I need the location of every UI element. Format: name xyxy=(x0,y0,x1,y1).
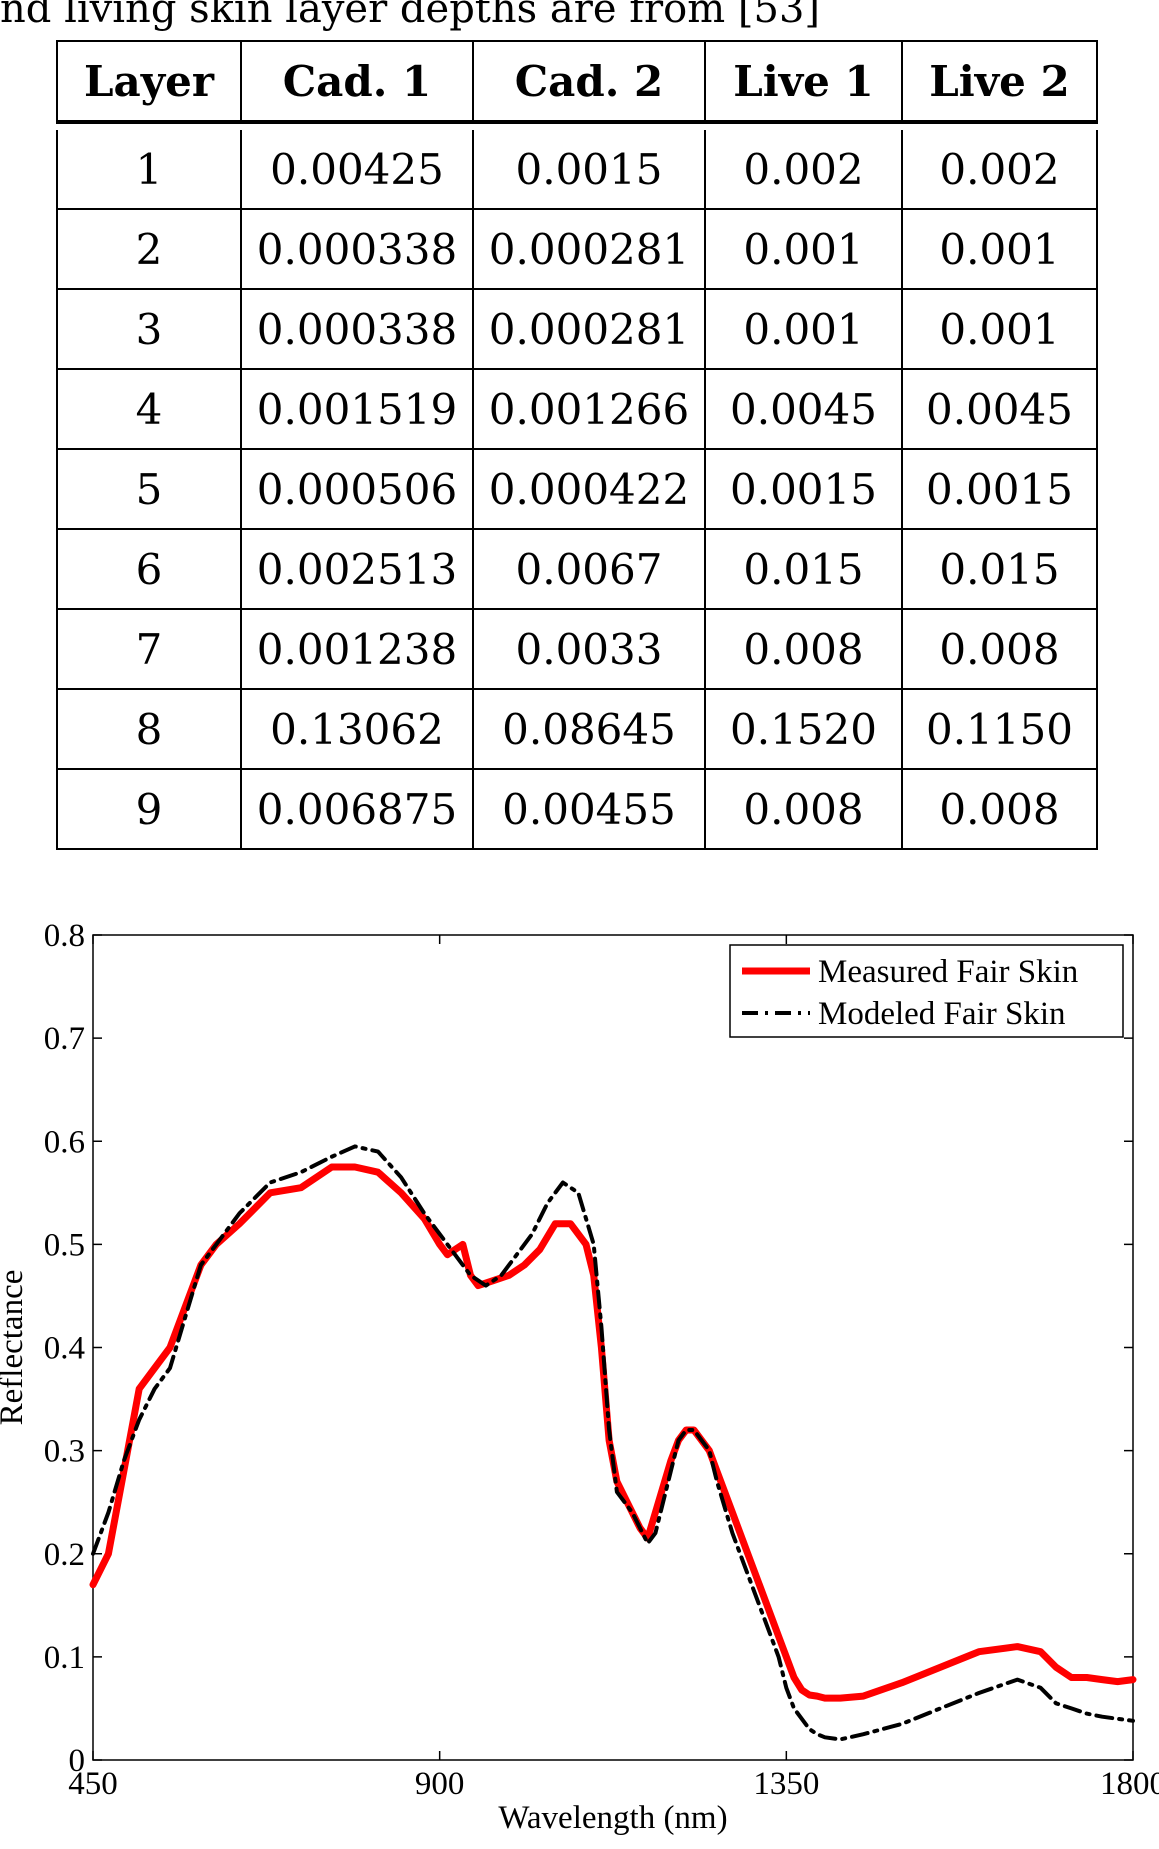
depth-cell: 0.001 xyxy=(901,210,1098,290)
layer-number-cell: 5 xyxy=(56,450,240,530)
depth-cell: 0.1520 xyxy=(704,690,901,770)
header-cad-1: Cad. 1 xyxy=(240,40,472,122)
y-tick-label: 0.1 xyxy=(44,1640,85,1676)
header-live-1: Live 1 xyxy=(704,40,901,122)
depth-cell: 0.0015 xyxy=(704,450,901,530)
depth-cell: 0.0015 xyxy=(901,450,1098,530)
depth-cell: 0.002 xyxy=(901,130,1098,210)
table-row: 7 0.001238 0.0033 0.008 0.008 xyxy=(56,610,1098,690)
legend-box xyxy=(729,944,1124,1038)
header-cad-2: Cad. 2 xyxy=(472,40,704,122)
y-tick-label: 0.8 xyxy=(44,918,85,954)
depth-cell: 0.008 xyxy=(704,610,901,690)
legend-label: Modeled Fair Skin xyxy=(818,996,1065,1032)
x-axis-label: Wavelength (nm) xyxy=(498,1800,727,1836)
table-header-row: Layer Cad. 1 Cad. 2 Live 1 Live 2 xyxy=(56,40,1098,122)
table-caption: nd living skin layer depths are from [53… xyxy=(0,0,820,32)
y-tick-label: 0.7 xyxy=(44,1021,85,1057)
layer-number-cell: 4 xyxy=(56,370,240,450)
depth-cell: 0.000281 xyxy=(472,210,704,290)
depth-cell: 0.001 xyxy=(704,210,901,290)
reflectance-chart: 0 0.1 0.2 0.3 0.4 0.5 0.6 0.7 0.8 450 900 1350 1800 W… xyxy=(0,918,1159,1836)
table-row: 2 0.000338 0.000281 0.001 0.001 xyxy=(56,210,1098,290)
table-row: 5 0.000506 0.000422 0.0015 0.0015 xyxy=(56,450,1098,530)
depth-cell: 0.0067 xyxy=(472,530,704,610)
table-row: 3 0.000338 0.000281 0.001 0.001 xyxy=(56,290,1098,370)
depth-cell: 0.006875 xyxy=(240,770,472,850)
depth-cell: 0.002513 xyxy=(240,530,472,610)
series-line-measured xyxy=(89,1163,1137,1702)
x-tick-label: 1800 xyxy=(1100,1766,1159,1802)
depth-cell: 0.1150 xyxy=(901,690,1098,770)
layer-number-cell: 1 xyxy=(56,130,240,210)
depth-cell: 0.001238 xyxy=(240,610,472,690)
depth-cell: 0.001 xyxy=(704,290,901,370)
depth-cell: 0.008 xyxy=(901,610,1098,690)
y-tick-label: 0 xyxy=(69,1743,86,1779)
legend-label: Measured Fair Skin xyxy=(818,954,1078,990)
table-row: 9 0.006875 0.00455 0.008 0.008 xyxy=(56,770,1098,850)
y-tick-label: 0.6 xyxy=(44,1124,85,1160)
header-live-2: Live 2 xyxy=(901,40,1098,122)
depth-cell: 0.001519 xyxy=(240,370,472,450)
layer-number-cell: 3 xyxy=(56,290,240,370)
depth-cell: 0.00455 xyxy=(472,770,704,850)
depth-cell: 0.008 xyxy=(704,770,901,850)
depth-cell: 0.000506 xyxy=(240,450,472,530)
plot-frame xyxy=(92,934,1134,1761)
depth-cell: 0.0045 xyxy=(704,370,901,450)
table-row: 4 0.001519 0.001266 0.0045 0.0045 xyxy=(56,370,1098,450)
x-tick-label: 450 xyxy=(68,1766,118,1802)
depth-cell: 0.00425 xyxy=(240,130,472,210)
layer-number-cell: 2 xyxy=(56,210,240,290)
layer-number-cell: 8 xyxy=(56,690,240,770)
x-tick-label: 900 xyxy=(415,1766,465,1802)
depth-cell: 0.08645 xyxy=(472,690,704,770)
table-row: 1 0.00425 0.0015 0.002 0.002 xyxy=(56,130,1098,210)
x-tick-label: 1350 xyxy=(753,1766,819,1802)
depth-cell: 0.0033 xyxy=(472,610,704,690)
depth-cell: 0.001266 xyxy=(472,370,704,450)
depth-cell: 0.015 xyxy=(901,530,1098,610)
depth-cell: 0.0045 xyxy=(901,370,1098,450)
layer-number-cell: 9 xyxy=(56,770,240,850)
depth-cell: 0.001 xyxy=(901,290,1098,370)
layer-depth-table: Layer Cad. 1 Cad. 2 Live 1 Live 2 1 0.004… xyxy=(56,40,1098,850)
depth-cell: 0.008 xyxy=(901,770,1098,850)
table-row: 8 0.13062 0.08645 0.1520 0.1150 xyxy=(56,690,1098,770)
y-tick-label: 0.4 xyxy=(44,1331,85,1367)
y-axis-label: Reflectance xyxy=(0,1270,30,1426)
depth-cell: 0.000338 xyxy=(240,290,472,370)
series-line-modeled xyxy=(91,1144,1135,1742)
y-tick-label: 0.5 xyxy=(44,1227,85,1263)
y-tick-label: 0.3 xyxy=(44,1434,85,1470)
depth-cell: 0.000281 xyxy=(472,290,704,370)
layer-number-cell: 6 xyxy=(56,530,240,610)
y-tick-label: 0.2 xyxy=(44,1537,85,1573)
depth-cell: 0.000422 xyxy=(472,450,704,530)
depth-cell: 0.13062 xyxy=(240,690,472,770)
depth-cell: 0.0015 xyxy=(472,130,704,210)
table-row: 6 0.002513 0.0067 0.015 0.015 xyxy=(56,530,1098,610)
depth-cell: 0.015 xyxy=(704,530,901,610)
layer-number-cell: 7 xyxy=(56,610,240,690)
header-layer: Layer xyxy=(56,40,240,122)
depth-cell: 0.000338 xyxy=(240,210,472,290)
depth-cell: 0.002 xyxy=(704,130,901,210)
